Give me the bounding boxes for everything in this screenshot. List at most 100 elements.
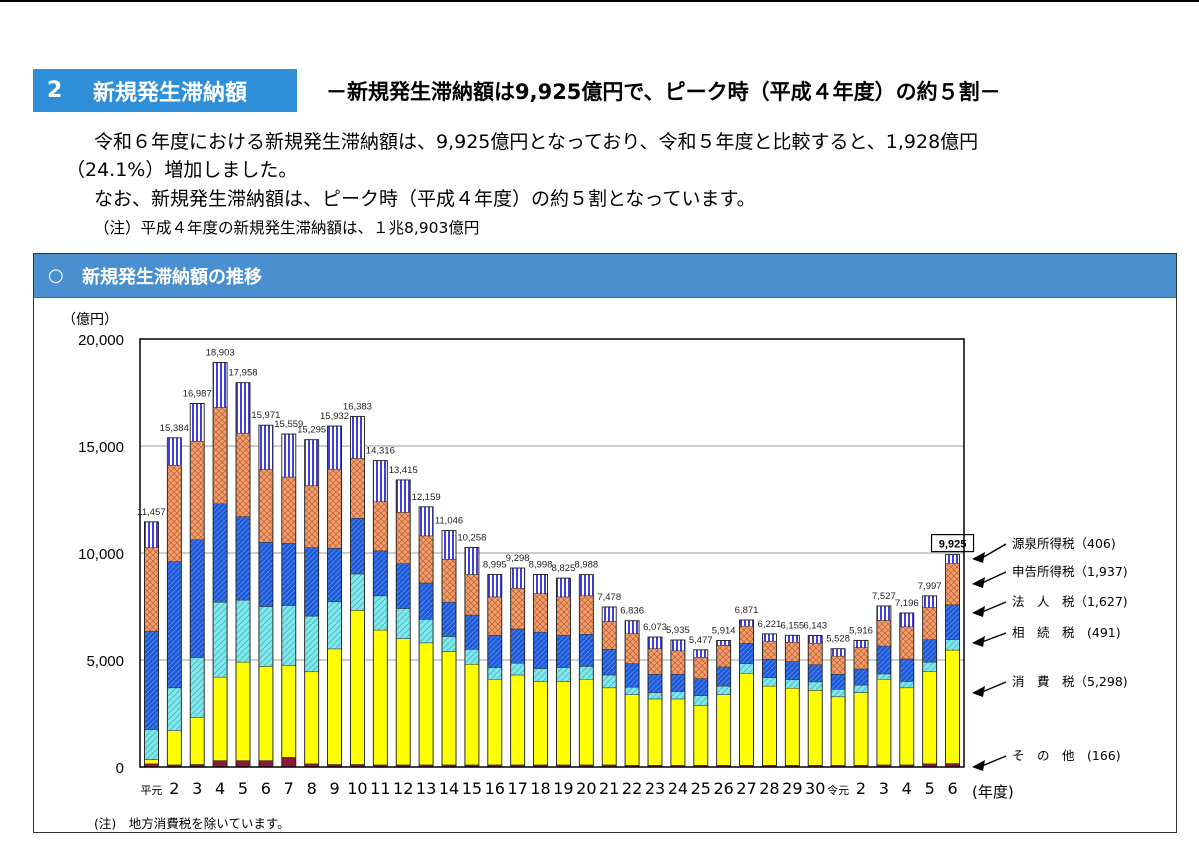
body-note: （注）平成４年度の新規発生滞納額は、１兆8,903億円	[94, 219, 480, 237]
bar-segment-withholding	[144, 521, 159, 548]
bar-segment-withholding	[487, 574, 503, 598]
bar-segment-consumption	[807, 690, 823, 766]
y-tick-label: 10,000	[78, 546, 124, 563]
x-category-label: 16	[485, 779, 505, 798]
total-label: 10,258	[457, 532, 486, 543]
x-category-label: 25	[691, 779, 711, 798]
bar-segment-withholding	[785, 635, 800, 643]
bar-segment-inheritance	[418, 619, 434, 644]
bar-segment-consumption	[144, 759, 159, 765]
bar-segment-consumption	[533, 681, 548, 766]
bar-segment-inheritance	[327, 601, 342, 650]
total-label: 7,196	[895, 598, 919, 609]
bar-segment-inheritance	[899, 681, 915, 689]
legend-arrow-line	[981, 543, 1007, 559]
legend-label-corporate: 法 人 税（1,627)	[1012, 594, 1128, 609]
bar-segment-corporate	[922, 639, 937, 663]
bar-segment-withholding	[945, 554, 960, 564]
total-label: 11,457	[137, 507, 165, 518]
total-label: 6,871	[735, 605, 759, 616]
bar-segment-inheritance	[258, 606, 274, 667]
bar-segment-withholding	[464, 547, 480, 575]
bar-segment-self_assessment	[189, 441, 205, 540]
total-label: 14,316	[366, 446, 395, 457]
bar-segment-inheritance	[533, 668, 548, 682]
x-category-label: 4	[902, 779, 912, 798]
x-category-label: 5	[238, 779, 248, 798]
bar-segment-corporate	[395, 563, 411, 609]
total-label: 6,221	[758, 619, 782, 630]
bar-segment-inheritance	[601, 674, 617, 689]
bar-segment-withholding	[304, 439, 319, 486]
bar-segment-withholding	[853, 640, 869, 648]
bar-segment-withholding	[258, 424, 274, 470]
y-tick-label: 5,000	[86, 653, 124, 670]
x-axis-label: (年度)	[972, 783, 1014, 801]
x-category-label: 12	[393, 779, 413, 798]
bar-segment-corporate	[807, 664, 823, 683]
x-category-label: 27	[736, 779, 756, 798]
x-category-label: 3	[879, 779, 889, 798]
bar-segment-consumption	[830, 696, 846, 766]
bar-segment-inheritance	[189, 657, 205, 718]
bar-segment-self_assessment	[235, 432, 251, 517]
x-category-label: 29	[782, 779, 802, 798]
bar-segment-consumption	[876, 679, 892, 766]
bar-segment-self_assessment	[441, 559, 457, 603]
bar-segment-inheritance	[144, 729, 159, 760]
bar-segment-corporate	[304, 547, 319, 617]
legend-arrow-line	[981, 755, 1007, 767]
legend-label-inheritance: 相 続 税 (491)	[1012, 625, 1121, 640]
bar-segment-self_assessment	[876, 620, 892, 647]
bar-segment-self_assessment	[395, 512, 411, 564]
bar-segment-withholding	[922, 595, 937, 608]
bar-segment-consumption	[647, 698, 663, 766]
bar-segment-self_assessment	[830, 655, 846, 675]
bar-segment-withholding	[830, 648, 846, 657]
x-category-label: 6	[261, 779, 271, 798]
bar-segment-consumption	[922, 671, 937, 765]
bar-segment-self_assessment	[212, 407, 228, 505]
bar-segment-inheritance	[304, 615, 319, 673]
bar-segment-corporate	[281, 543, 297, 606]
total-label: 18,903	[206, 347, 235, 358]
bar-segment-corporate	[945, 604, 960, 640]
bar-segment-inheritance	[579, 666, 594, 680]
bar-segment-inheritance	[670, 691, 686, 700]
bar-segment-self_assessment	[647, 648, 663, 675]
bar-segment-self_assessment	[716, 645, 731, 668]
bar-segment-inheritance	[212, 601, 228, 678]
bar-segment-inheritance	[716, 685, 731, 695]
bar-segment-self_assessment	[899, 626, 915, 660]
legend-arrow-line	[981, 571, 1007, 584]
bar-segment-inheritance	[373, 595, 388, 631]
bar-segment-withholding	[739, 619, 754, 627]
x-category-label: 14	[439, 779, 459, 798]
bar-segment-inheritance	[853, 684, 869, 693]
bar-segment-consumption	[899, 687, 915, 766]
bar-segment-consumption	[670, 698, 686, 766]
highlight-box	[930, 534, 975, 553]
legend-arrow-head	[972, 552, 985, 563]
x-category-label: 21	[599, 779, 619, 798]
bar-segment-inheritance	[945, 639, 960, 651]
bar-segment-withholding	[762, 633, 777, 642]
bar-segment-corporate	[579, 634, 594, 667]
bar-segment-corporate	[418, 582, 434, 620]
bar-segment-consumption	[441, 651, 457, 766]
bar-segment-corporate	[899, 658, 915, 682]
x-category-label: 6	[947, 779, 957, 798]
total-label: 8,825	[552, 563, 576, 574]
bar-segment-corporate	[510, 628, 525, 664]
bar-segment-corporate	[441, 601, 457, 637]
legend-arrow-head	[972, 606, 985, 617]
x-category-label: 2	[169, 779, 179, 798]
bar-segment-corporate	[235, 516, 251, 601]
bar-segment-self_assessment	[327, 468, 342, 549]
bar-segment-consumption	[464, 664, 480, 766]
bar-segment-withholding	[212, 362, 228, 408]
y-tick-label: 0	[116, 760, 124, 777]
bar-segment-withholding	[281, 433, 297, 478]
bar-segment-other	[258, 760, 274, 768]
total-label: 13,415	[389, 465, 418, 476]
